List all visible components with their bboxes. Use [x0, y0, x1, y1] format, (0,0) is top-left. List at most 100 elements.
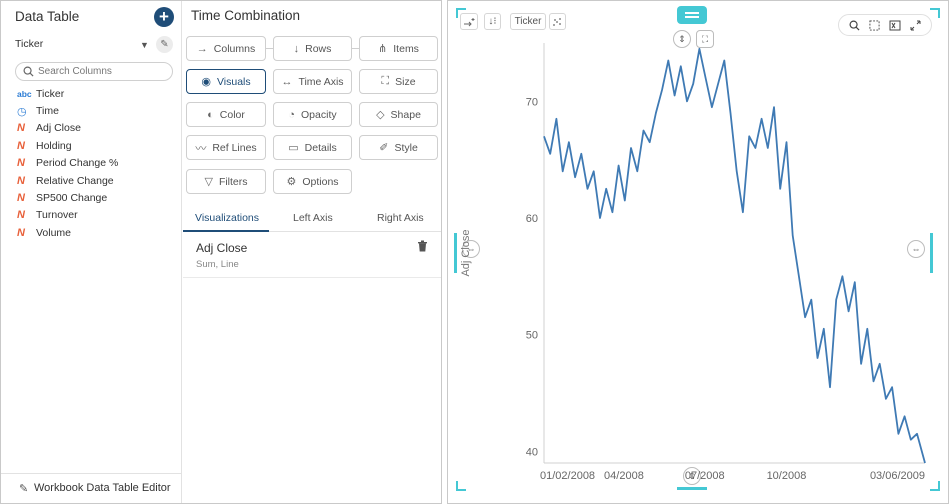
workbook-data-table-editor-link[interactable]: ✎ Workbook Data Table Editor: [1, 473, 181, 503]
selection-icon[interactable]: [869, 19, 880, 31]
options-button[interactable]: ⚙ Options: [273, 169, 352, 194]
series-aggregation: Sum, Line: [196, 259, 239, 270]
column-item[interactable]: N Volume: [17, 224, 118, 241]
add-filter-button[interactable]: [460, 13, 478, 30]
active-tab-indicator: [183, 230, 269, 232]
resize-vertical-handle-bottom[interactable]: ⇕: [683, 467, 701, 485]
chart-tools: [838, 14, 932, 36]
x-tick-label: 01/02/2008: [540, 470, 595, 482]
y-tick-label: 40: [526, 446, 538, 458]
excel-icon[interactable]: [889, 20, 901, 31]
x-tick-label: 03/06/2009: [870, 470, 925, 482]
visualization-title: Time Combination: [191, 8, 301, 23]
tab-visualizations[interactable]: Visualizations: [195, 212, 260, 224]
numeric-type-icon: N: [17, 174, 25, 187]
search-columns-field[interactable]: [15, 62, 173, 81]
expand-handle[interactable]: ⛶: [696, 30, 714, 48]
opacity-button[interactable]: ◔ Opacity: [273, 102, 352, 127]
chart-panel: ↓⁝ Ticker ⇕ ⛶ ⇔ ⇔ ⇕ 40 50 60 70 01/02/2008 04…: [447, 0, 949, 504]
opacity-icon: ◔: [288, 108, 296, 121]
resize-icon: ⛶: [381, 75, 390, 87]
column-item[interactable]: abc Ticker: [17, 85, 118, 102]
clock-icon: ◷: [17, 105, 27, 118]
y-axis-title: Adj Close: [460, 229, 472, 276]
shapes-icon: ◇: [376, 109, 385, 121]
column-name: Period Change %: [36, 157, 119, 170]
column-name: Volume: [36, 226, 72, 239]
items-button[interactable]: ⋔ Items: [359, 36, 438, 61]
y-tick-label: 70: [526, 96, 538, 108]
data-table-selector[interactable]: Ticker: [15, 38, 44, 50]
resize-bar-right[interactable]: [930, 233, 933, 273]
chevron-down-icon[interactable]: ▼: [140, 40, 149, 50]
expand-icon: ⛶: [701, 33, 709, 44]
drag-handle[interactable]: [677, 6, 707, 24]
numeric-type-icon: N: [17, 139, 25, 152]
selection-corner: [930, 8, 940, 18]
size-button[interactable]: ⛶ Size: [359, 69, 438, 94]
line-chart[interactable]: 40 50 60 70 01/02/2008 04/2008 07/2008 10/2008 0…: [448, 1, 948, 491]
search-icon: [23, 66, 34, 77]
resize-vertical-handle[interactable]: ⇕: [673, 30, 691, 48]
x-tick-label: 10/2008: [767, 470, 807, 482]
column-item[interactable]: ◷ Time: [17, 102, 118, 119]
column-name: Adj Close: [36, 122, 81, 135]
x-tick-label: 07/2008: [685, 470, 725, 482]
column-item[interactable]: N Holding: [17, 137, 118, 154]
style-button[interactable]: ✐ Style: [359, 135, 438, 160]
hierarchy-icon: ⋔: [378, 43, 388, 55]
series-line-adj-close[interactable]: [543, 47, 926, 464]
column-name: SP500 Change: [36, 192, 108, 205]
sort-button[interactable]: ↓⁝: [484, 13, 501, 30]
expand-icon[interactable]: [910, 20, 921, 31]
palette-icon: ◐: [207, 108, 214, 121]
color-button[interactable]: ◐ Color: [186, 102, 266, 127]
rows-button[interactable]: ↓ Rows: [273, 36, 352, 61]
arrow-down-icon: ↓: [293, 42, 300, 55]
comment-icon: ▭: [288, 142, 299, 154]
connector-line: [352, 48, 359, 49]
column-item[interactable]: N Period Change %: [17, 155, 118, 172]
tab-right-axis[interactable]: Right Axis: [377, 212, 424, 224]
columns-button[interactable]: → Columns: [186, 36, 266, 61]
brush-icon: ✐: [379, 142, 389, 154]
split-horizontal-icon: ⇔: [466, 244, 476, 254]
search-icon[interactable]: [849, 20, 860, 31]
eye-icon: ◉: [201, 76, 211, 88]
split-horizontal-icon: ⇔: [911, 244, 921, 254]
connector-line: [266, 48, 273, 49]
ref-lines-button[interactable]: 〰 Ref Lines: [186, 135, 266, 160]
resize-horizontal-handle-right[interactable]: ⇔: [907, 240, 925, 258]
resize-bar-bottom[interactable]: [677, 487, 707, 490]
column-name: Holding: [36, 139, 72, 152]
column-item[interactable]: N Relative Change: [17, 172, 118, 189]
shape-button[interactable]: ◇ Shape: [359, 102, 438, 127]
column-item[interactable]: N SP500 Change: [17, 189, 118, 206]
resize-horizontal-handle-left[interactable]: ⇔: [462, 240, 480, 258]
visuals-button[interactable]: ◉ Visuals: [186, 69, 266, 94]
scatter-toggle-button[interactable]: [549, 13, 566, 30]
trash-icon[interactable]: [417, 240, 428, 252]
x-tick-label: 04/2008: [604, 470, 644, 482]
time-axis-button[interactable]: ↔ Time Axis: [273, 69, 352, 94]
numeric-type-icon: N: [17, 209, 25, 222]
ticker-breadcrumb[interactable]: Ticker: [510, 13, 546, 30]
resize-bar-left[interactable]: [454, 233, 457, 273]
add-data-table-button[interactable]: +: [154, 7, 174, 27]
search-columns-input[interactable]: [38, 65, 168, 78]
pivot-icon: [464, 17, 475, 26]
split-vertical-icon: ⇕: [678, 33, 686, 44]
filters-button[interactable]: ▽ Filters: [186, 169, 266, 194]
column-item[interactable]: N Turnover: [17, 207, 118, 224]
tab-left-axis[interactable]: Left Axis: [293, 212, 333, 224]
column-name: Turnover: [36, 209, 78, 222]
visualization-series-item[interactable]: Adj Close Sum, Line: [183, 232, 441, 278]
column-list: abc Ticker ◷ Time N Adj Close N Holding N Period …: [17, 85, 118, 242]
column-item[interactable]: N Adj Close: [17, 120, 118, 137]
details-button[interactable]: ▭ Details: [273, 135, 352, 160]
selection-corner: [456, 481, 466, 491]
sort-icon: ↓⁝: [488, 16, 497, 27]
gear-icon: ⚙: [286, 176, 297, 188]
edit-data-table-button[interactable]: ✎: [156, 36, 173, 53]
trend-line-icon: 〰: [195, 142, 207, 155]
